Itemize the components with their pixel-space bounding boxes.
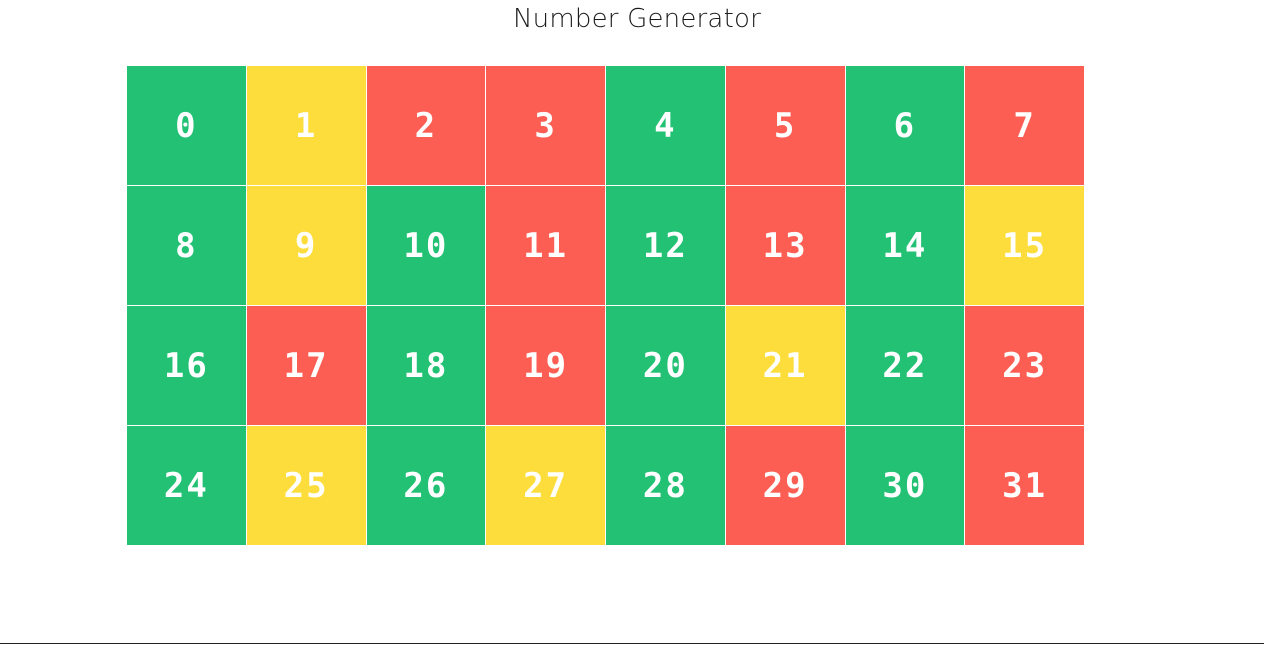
bottom-divider bbox=[0, 643, 1264, 644]
number-grid: 0 1 2 3 4 5 6 7 8 9 10 11 12 13 14 15 16… bbox=[127, 66, 1084, 545]
number-cell: 1 bbox=[246, 66, 366, 185]
number-cell: 8 bbox=[127, 186, 246, 305]
number-cell: 2 bbox=[366, 66, 486, 185]
number-cell: 25 bbox=[246, 426, 366, 545]
page-title: Number Generator bbox=[513, 4, 761, 34]
number-cell: 12 bbox=[606, 186, 725, 305]
number-cell: 28 bbox=[606, 426, 725, 545]
number-cell: 21 bbox=[725, 306, 845, 425]
number-cell: 30 bbox=[845, 426, 965, 545]
number-cell: 17 bbox=[246, 306, 366, 425]
number-cell: 13 bbox=[725, 186, 845, 305]
number-cell: 6 bbox=[845, 66, 965, 185]
number-cell: 19 bbox=[486, 306, 605, 425]
number-cell: 14 bbox=[845, 186, 965, 305]
number-cell: 26 bbox=[366, 426, 486, 545]
number-cell: 10 bbox=[366, 186, 486, 305]
number-cell: 4 bbox=[606, 66, 725, 185]
number-cell: 7 bbox=[965, 66, 1084, 185]
number-cell: 24 bbox=[127, 426, 246, 545]
number-cell: 3 bbox=[486, 66, 605, 185]
number-cell: 27 bbox=[486, 426, 605, 545]
number-cell: 31 bbox=[965, 426, 1084, 545]
number-cell: 15 bbox=[965, 186, 1084, 305]
number-cell: 11 bbox=[486, 186, 605, 305]
number-cell: 23 bbox=[965, 306, 1084, 425]
number-cell: 29 bbox=[725, 426, 845, 545]
number-cell: 16 bbox=[127, 306, 246, 425]
number-cell: 20 bbox=[606, 306, 725, 425]
number-cell: 0 bbox=[127, 66, 246, 185]
number-cell: 18 bbox=[366, 306, 486, 425]
number-cell: 9 bbox=[246, 186, 366, 305]
number-cell: 22 bbox=[845, 306, 965, 425]
number-cell: 5 bbox=[725, 66, 845, 185]
